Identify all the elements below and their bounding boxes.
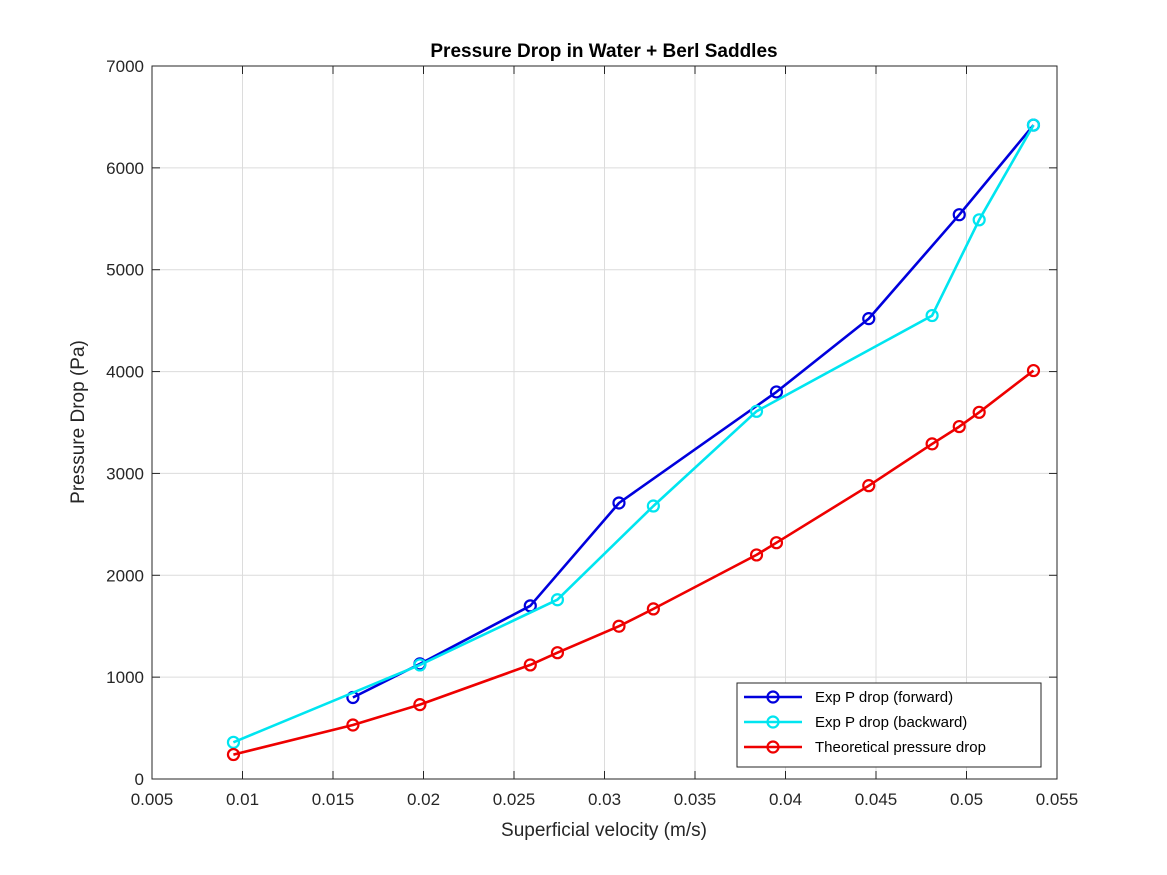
data-point: [226, 747, 241, 762]
y-tick-label: 2000: [106, 566, 144, 585]
data-point: [769, 536, 784, 550]
x-tick-label: 0.03: [588, 790, 621, 809]
x-tick-label: 0.04: [769, 790, 802, 809]
x-tick-label: 0.035: [674, 790, 717, 809]
x-tick-label: 0.02: [407, 790, 440, 809]
series-2: [226, 363, 1041, 762]
data-point: [523, 658, 537, 672]
legend-swatch-marker: [766, 740, 780, 754]
grid: [152, 66, 1057, 779]
x-tick-label: 0.015: [312, 790, 355, 809]
legend-entry: Theoretical pressure drop: [744, 739, 986, 756]
x-tick-label: 0.055: [1036, 790, 1079, 809]
x-tick-label: 0.045: [855, 790, 898, 809]
data-point: [1026, 118, 1041, 132]
y-tick-label: 0: [135, 770, 144, 789]
data-point: [346, 718, 360, 732]
data-point: [612, 496, 626, 510]
y-tick-label: 1000: [106, 668, 144, 687]
x-tick-label: 0.005: [131, 790, 174, 809]
data-point: [952, 419, 966, 434]
series-group: [226, 118, 1041, 762]
legend-entry: Exp P drop (forward): [744, 689, 953, 706]
data-point: [925, 437, 939, 451]
y-tick-label: 7000: [106, 57, 144, 76]
data-point: [749, 404, 764, 418]
y-axis-label: Pressure Drop (Pa): [68, 340, 89, 504]
legend-swatch-marker: [766, 715, 780, 729]
data-point: [972, 405, 986, 419]
data-point: [925, 308, 939, 323]
y-tick-label: 5000: [106, 261, 144, 280]
x-tick-label: 0.025: [493, 790, 536, 809]
legend: Exp P drop (forward) Exp P drop (backward…: [736, 682, 1042, 768]
axis-ticks: 0.005 0.01 0.015 0.02 0.025 0.03 0.035 0.04 0.04…: [106, 57, 1078, 809]
data-point: [952, 208, 966, 222]
legend-label: Exp P drop (backward): [815, 714, 967, 731]
series-line: [352, 124, 1035, 699]
data-point: [646, 499, 660, 513]
data-point: [413, 658, 427, 672]
x-tick-label: 0.05: [950, 790, 983, 809]
data-point: [550, 646, 565, 660]
y-tick-label: 4000: [106, 363, 144, 382]
data-point: [612, 619, 626, 633]
data-point: [413, 698, 427, 712]
legend-label: Theoretical pressure drop: [815, 739, 986, 756]
data-point: [1026, 363, 1041, 378]
x-tick-label: 0.01: [226, 790, 259, 809]
series-line: [232, 124, 1035, 744]
y-tick-label: 3000: [106, 464, 144, 483]
data-point: [749, 548, 764, 562]
x-axis-label: Superficial velocity (m/s): [501, 820, 707, 841]
legend-label: Exp P drop (forward): [815, 689, 953, 706]
y-tick-label: 6000: [106, 159, 144, 178]
series-1: [226, 118, 1041, 749]
data-point: [550, 593, 565, 607]
data-point: [646, 602, 660, 616]
data-point: [862, 312, 876, 326]
data-point: [226, 735, 241, 749]
data-point: [862, 479, 876, 493]
data-point: [769, 385, 784, 399]
data-point: [972, 213, 986, 227]
legend-swatch-marker: [766, 690, 780, 704]
legend-entry: Exp P drop (backward): [744, 714, 967, 731]
chart-title: Pressure Drop in Water + Berl Saddles: [430, 41, 777, 62]
